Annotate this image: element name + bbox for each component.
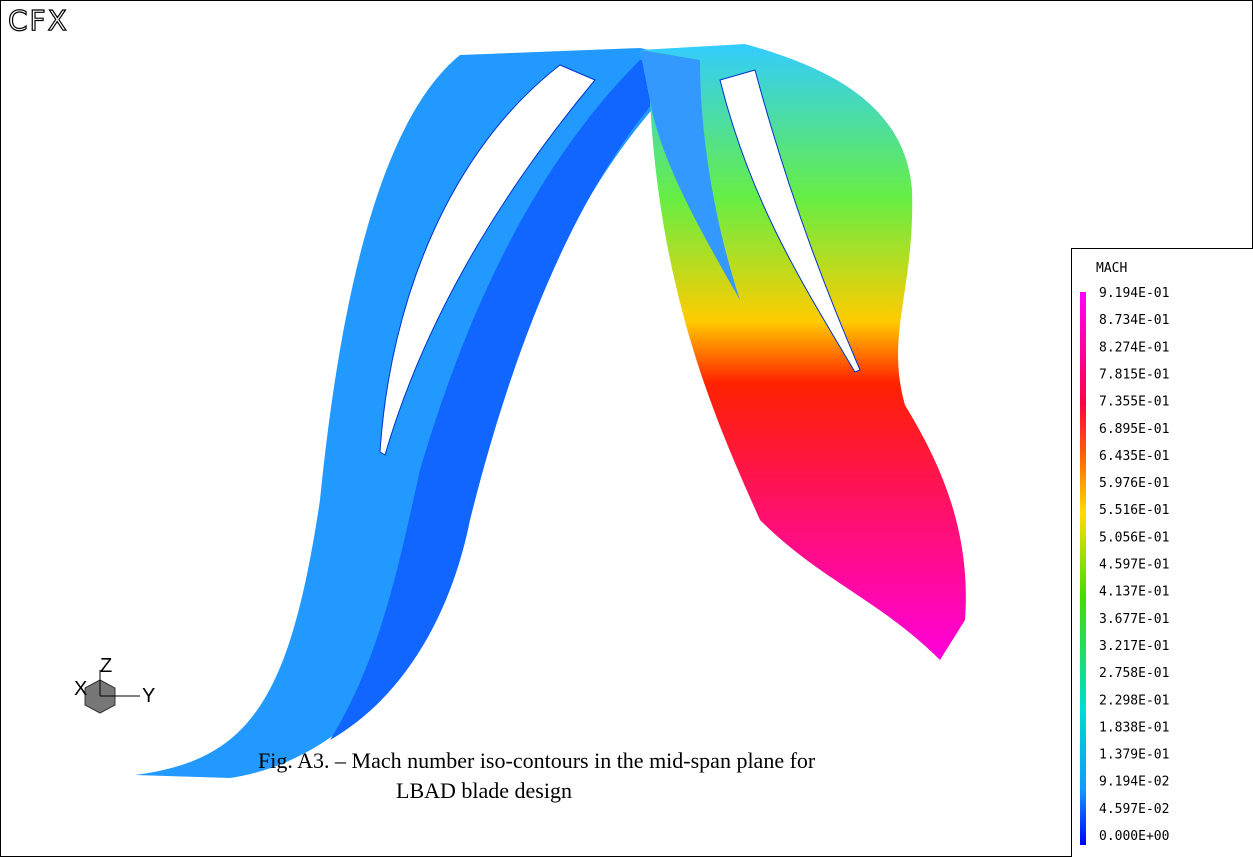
legend-label: 9.194E-01 — [1099, 286, 1169, 301]
caption: LBAD blade design — [396, 778, 572, 803]
color-bar — [1080, 292, 1086, 845]
legend-label: 9.194E-02 — [1099, 775, 1169, 790]
legend: MACH 9.194E-01 8.734E-01 8.274E-01 7.815E-0… — [1072, 249, 1253, 857]
logo: CFX — [8, 4, 69, 37]
axis-label: Z — [100, 655, 112, 677]
legend-label: 4.597E-02 — [1099, 802, 1169, 817]
legend-label: 0.000E+00 — [1099, 829, 1169, 844]
legend-label: 5.516E-01 — [1099, 503, 1169, 518]
legend-label: 4.137E-01 — [1099, 585, 1169, 600]
legend-label: 3.677E-01 — [1099, 612, 1169, 627]
screen: CFX X Y Z Fig. A3. – Mach number iso-con… — [0, 0, 1253, 857]
legend-label: 6.435E-01 — [1099, 449, 1169, 464]
axis-label: Y — [142, 685, 155, 707]
legend-label: 7.355E-01 — [1099, 395, 1169, 410]
legend-label: 8.734E-01 — [1099, 313, 1169, 328]
legend-title: MACH — [1096, 261, 1127, 276]
legend-label: 7.815E-01 — [1099, 367, 1169, 382]
legend-label: 5.976E-01 — [1099, 476, 1169, 491]
legend-label: 6.895E-01 — [1099, 422, 1169, 437]
legend-label: 2.298E-01 — [1099, 693, 1169, 708]
legend-label: 1.838E-01 — [1099, 720, 1169, 735]
legend-label: 1.379E-01 — [1099, 748, 1169, 763]
legend-label: 8.274E-01 — [1099, 340, 1169, 355]
caption: Fig. A3. – Mach number iso-contours in t… — [258, 748, 816, 773]
legend-label: 3.217E-01 — [1099, 639, 1169, 654]
legend-label: 2.758E-01 — [1099, 666, 1169, 681]
axis-label: X — [74, 678, 87, 700]
legend-label: 4.597E-01 — [1099, 558, 1169, 573]
legend-label: 5.056E-01 — [1099, 530, 1169, 545]
